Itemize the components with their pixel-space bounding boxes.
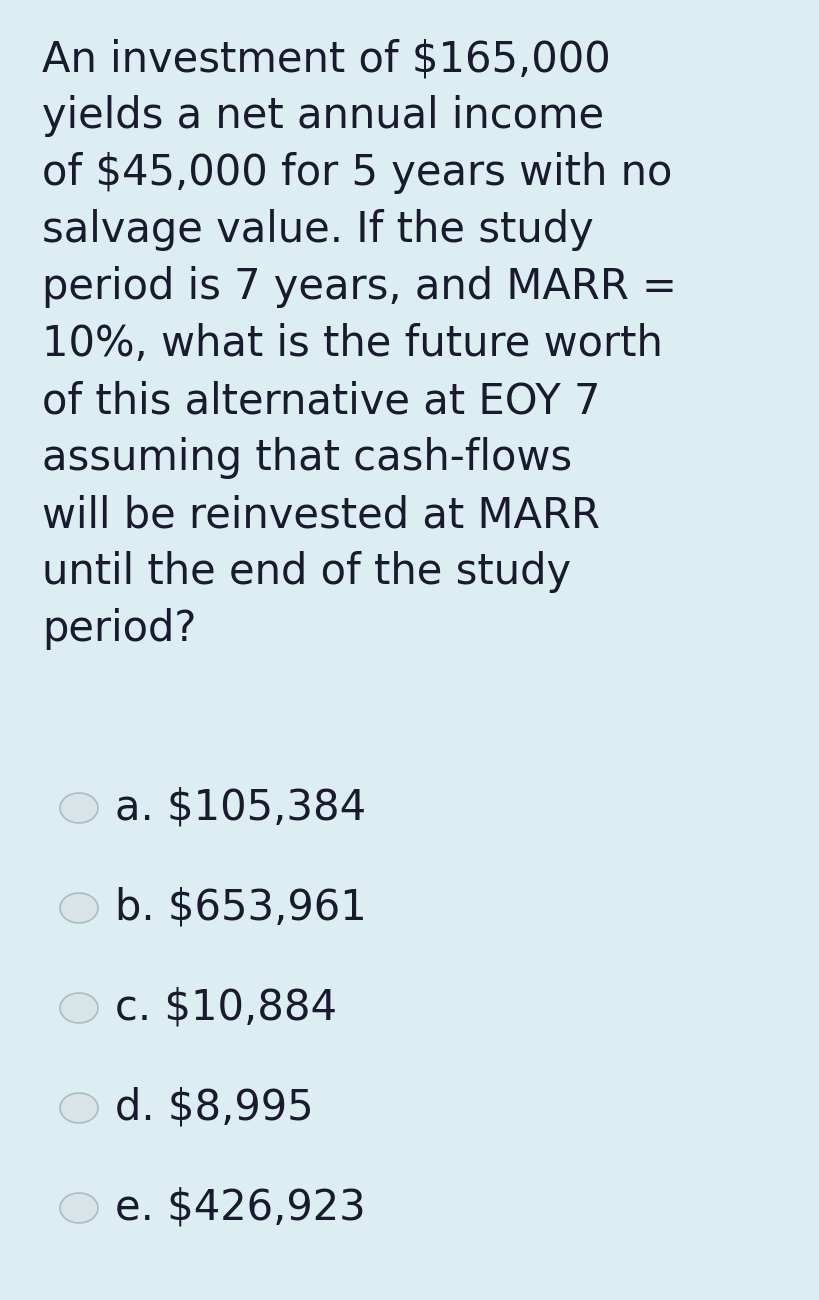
Text: until the end of the study: until the end of the study [42,551,570,593]
Text: a. $105,384: a. $105,384 [115,786,365,829]
Text: b. $653,961: b. $653,961 [115,887,366,929]
Ellipse shape [60,1193,98,1223]
Text: e. $426,923: e. $426,923 [115,1187,365,1228]
Text: salvage value. If the study: salvage value. If the study [42,209,593,251]
Text: period is 7 years, and MARR =: period is 7 years, and MARR = [42,266,676,308]
Text: 10%, what is the future worth: 10%, what is the future worth [42,322,662,365]
Ellipse shape [60,1093,98,1123]
Ellipse shape [60,993,98,1023]
Text: An investment of $165,000: An investment of $165,000 [42,38,610,81]
Ellipse shape [60,893,98,923]
Text: d. $8,995: d. $8,995 [115,1087,313,1128]
Text: of $45,000 for 5 years with no: of $45,000 for 5 years with no [42,152,672,194]
Text: will be reinvested at MARR: will be reinvested at MARR [42,494,600,536]
Text: assuming that cash-flows: assuming that cash-flows [42,437,572,478]
Text: period?: period? [42,608,196,650]
Text: c. $10,884: c. $10,884 [115,987,337,1030]
Ellipse shape [60,793,98,823]
Text: of this alternative at EOY 7: of this alternative at EOY 7 [42,380,600,422]
Text: yields a net annual income: yields a net annual income [42,95,604,136]
